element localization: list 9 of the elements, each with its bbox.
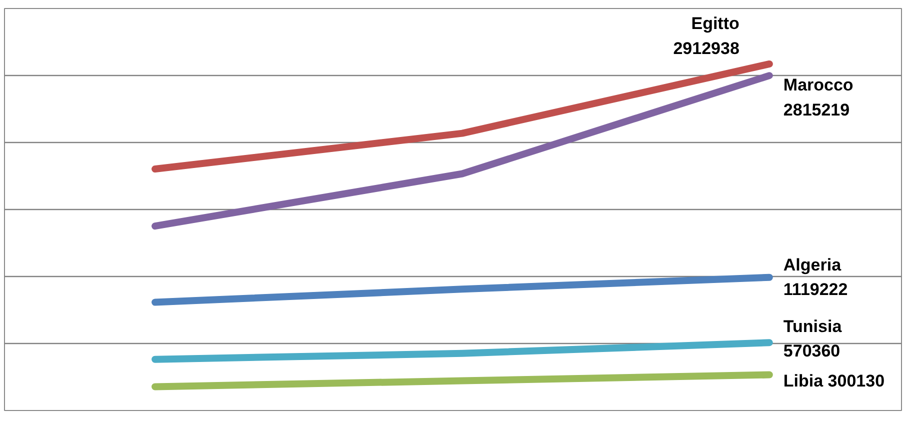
data-label: 2815219: [783, 100, 850, 120]
text: Libia 300130: [783, 371, 885, 390]
series-label: Marocco: [783, 76, 854, 95]
series-label: Tunisia: [783, 316, 842, 336]
text: Egitto: [691, 14, 740, 34]
data-label: 570360: [783, 341, 840, 360]
data-label: 2912938: [673, 38, 740, 58]
series-label: Algeria: [783, 255, 842, 274]
data-label: 1119222: [783, 280, 848, 300]
